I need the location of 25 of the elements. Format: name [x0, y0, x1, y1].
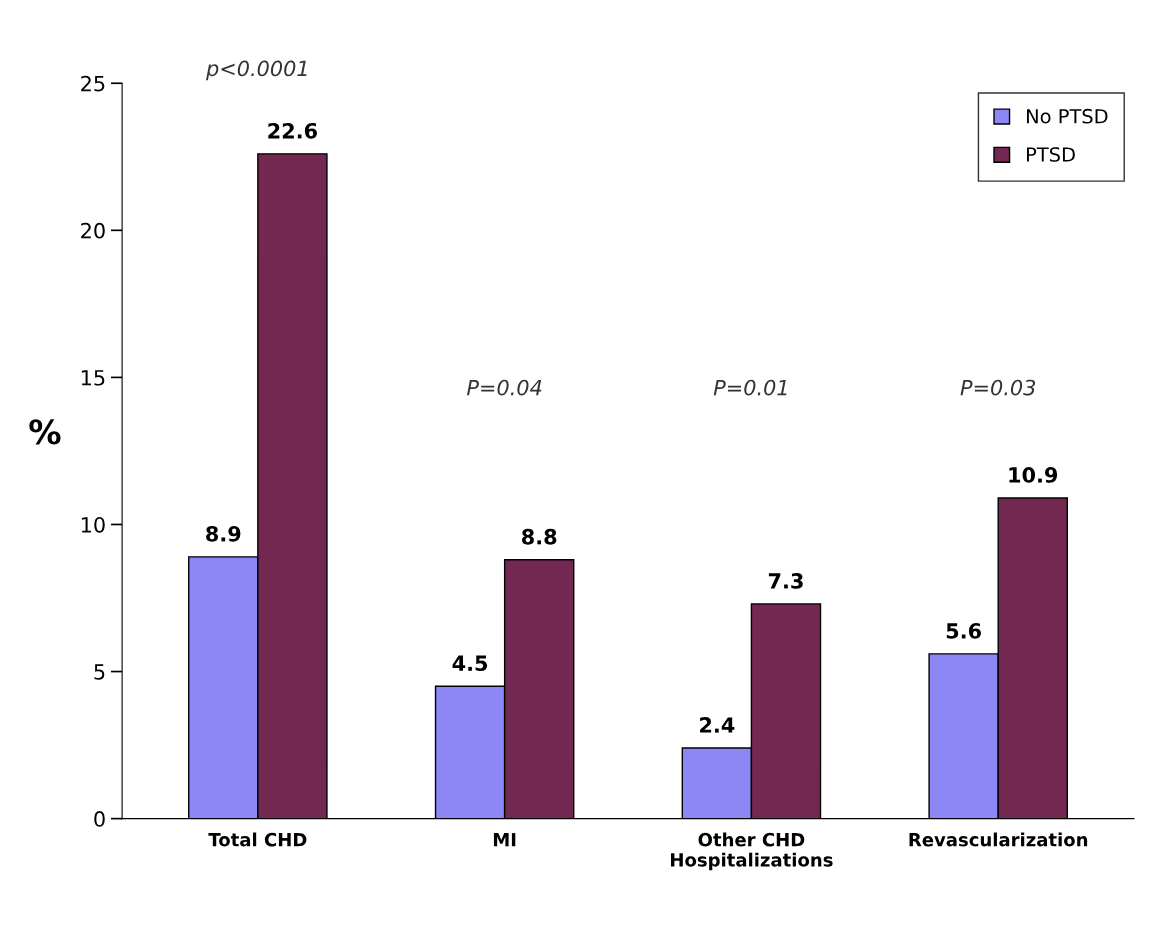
y-axis-title: %	[29, 419, 61, 445]
y-tick-label: 0	[94, 811, 105, 827]
data-label: 8.9	[206, 525, 241, 542]
y-tick-label: 25	[81, 75, 105, 92]
data-label: 5.6	[946, 623, 981, 639]
data-label: 7.3	[768, 572, 803, 589]
annotation: P=0.01	[713, 379, 787, 396]
y-tick-label: 20	[81, 222, 105, 239]
text: p<0.0001	[205, 60, 307, 81]
data-label: 2.4	[700, 717, 735, 733]
data-label: 8.8	[522, 528, 557, 545]
x-tick-label: Other CHD Hospitalizations	[671, 832, 833, 871]
annotation: P=0.03	[960, 379, 1036, 396]
annotation: P=0.04	[466, 379, 542, 396]
data-label: 4.5	[452, 655, 488, 672]
x-tick-label: Revascularization	[909, 832, 1088, 847]
x-tick-label: MI	[493, 833, 516, 847]
x-tick-label: Total CHD	[208, 832, 307, 847]
y-tick-label: 5	[94, 664, 105, 680]
y-tick-label: 10	[81, 516, 105, 533]
legend-label: No PTSD	[1027, 108, 1108, 124]
y-tick-label: 15	[81, 370, 105, 386]
legend-label: PTSD	[1027, 147, 1075, 162]
data-label: 22.6	[268, 122, 317, 139]
data-label: 10.9	[1009, 467, 1058, 483]
